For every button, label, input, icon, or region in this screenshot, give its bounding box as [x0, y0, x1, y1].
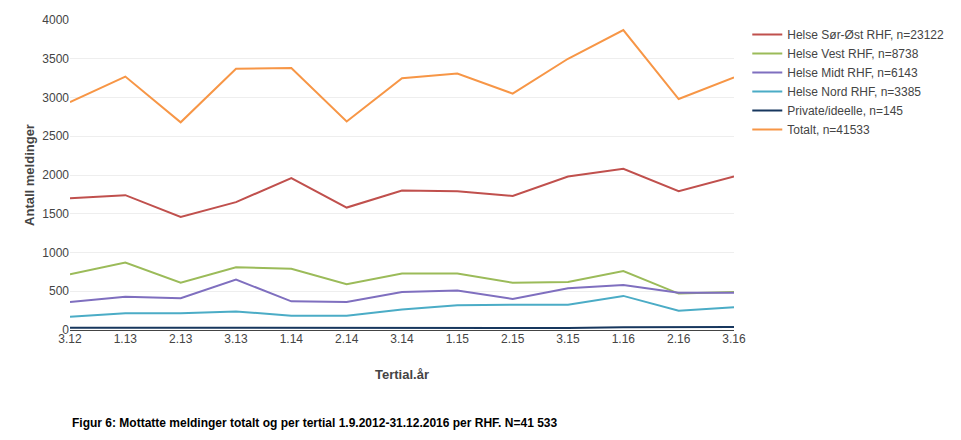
- svg-text:3.15: 3.15: [556, 332, 580, 346]
- svg-text:1.13: 1.13: [114, 332, 138, 346]
- svg-text:2.16: 2.16: [667, 332, 691, 346]
- svg-text:Helse Vest RHF, n=8738: Helse Vest RHF, n=8738: [787, 47, 918, 61]
- svg-text:3.12: 3.12: [58, 332, 82, 346]
- svg-text:3500: 3500: [42, 52, 69, 66]
- svg-text:3.16: 3.16: [722, 332, 746, 346]
- svg-text:1.16: 1.16: [612, 332, 636, 346]
- svg-text:Private/ideelle, n=145: Private/ideelle, n=145: [787, 104, 903, 118]
- svg-text:2.15: 2.15: [501, 332, 525, 346]
- svg-text:Helse Midt RHF, n=6143: Helse Midt RHF, n=6143: [787, 66, 918, 80]
- svg-text:1.15: 1.15: [446, 332, 470, 346]
- svg-text:Helse Sør-Øst RHF, n=23122: Helse Sør-Øst RHF, n=23122: [787, 28, 944, 42]
- svg-text:2000: 2000: [42, 168, 69, 182]
- svg-text:0: 0: [62, 323, 69, 337]
- svg-text:3000: 3000: [42, 91, 69, 105]
- svg-text:500: 500: [49, 284, 69, 298]
- svg-text:1.14: 1.14: [280, 332, 304, 346]
- svg-text:Figur 6: Mottatte meldinger to: Figur 6: Mottatte meldinger totalt og pe…: [72, 416, 557, 430]
- svg-text:Helse Nord RHF, n=3385: Helse Nord RHF, n=3385: [787, 85, 921, 99]
- svg-text:1500: 1500: [42, 207, 69, 221]
- svg-text:4000: 4000: [42, 13, 69, 27]
- svg-text:2500: 2500: [42, 129, 69, 143]
- svg-text:Totalt, n=41533: Totalt, n=41533: [787, 123, 870, 137]
- svg-text:Tertial.år: Tertial.år: [375, 367, 429, 382]
- svg-text:3.13: 3.13: [224, 332, 248, 346]
- svg-text:2.13: 2.13: [169, 332, 193, 346]
- svg-text:2.14: 2.14: [335, 332, 359, 346]
- svg-text:3.14: 3.14: [390, 332, 414, 346]
- svg-text:Antall meldinger: Antall meldinger: [22, 124, 37, 226]
- svg-text:1000: 1000: [42, 246, 69, 260]
